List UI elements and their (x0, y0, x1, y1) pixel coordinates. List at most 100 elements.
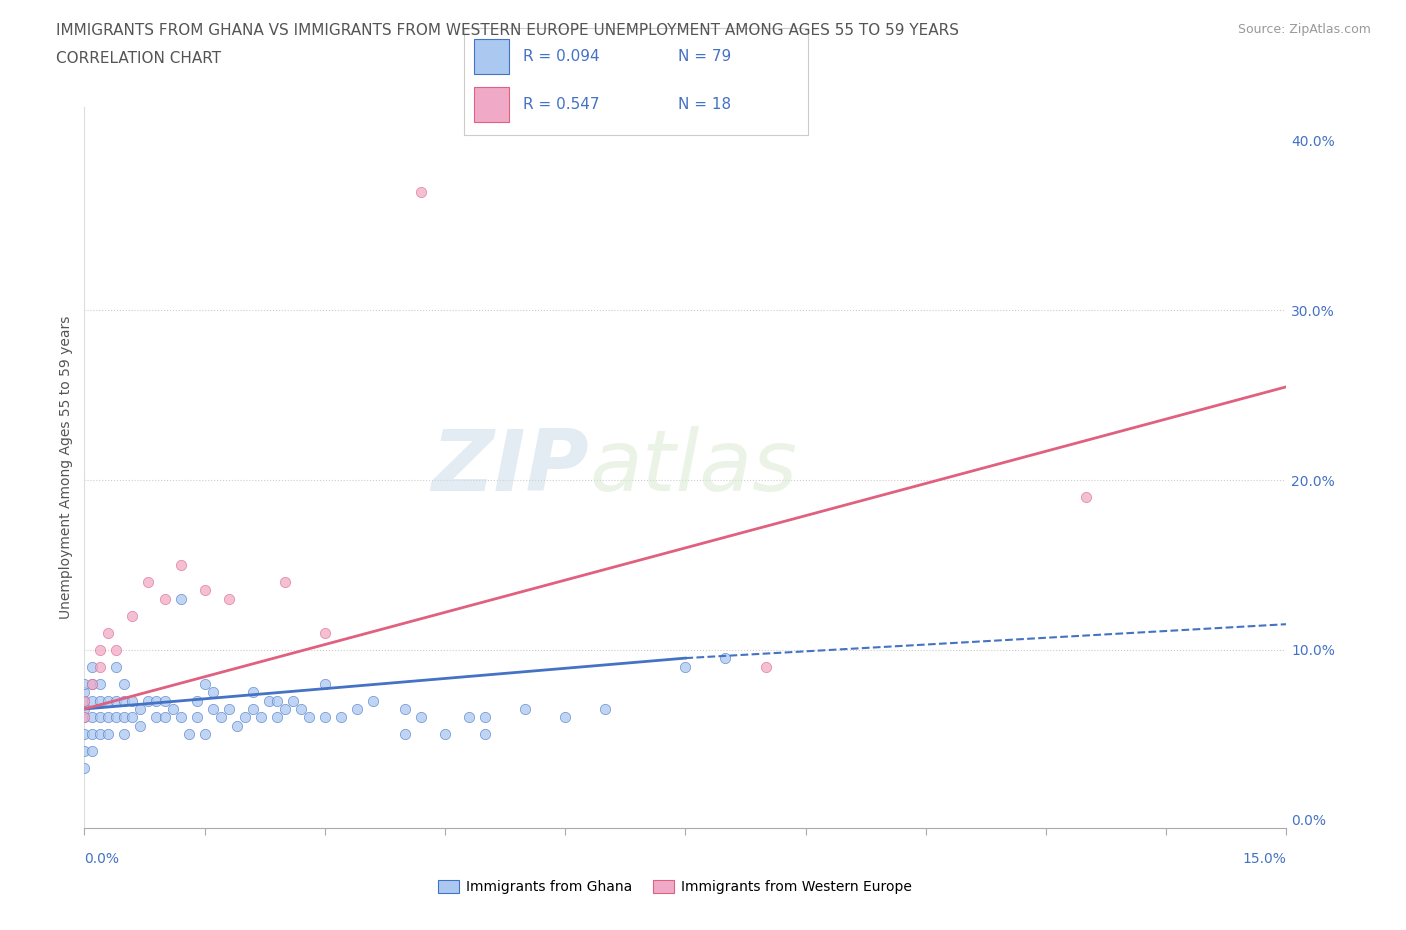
Point (97, 625, 120, 640)
Point (82, 676, 104, 691)
Text: 15.0%: 15.0% (1243, 852, 1286, 866)
Point (153, 710, 176, 724)
Point (105, 693, 128, 708)
Text: Source: ZipAtlas.com: Source: ZipAtlas.com (1237, 23, 1371, 36)
Point (675, 659, 697, 674)
Point (73, 744, 96, 759)
Point (409, 184, 432, 199)
Point (89, 676, 111, 691)
Point (434, 727, 457, 742)
Point (290, 701, 312, 716)
Point (218, 591, 240, 606)
Bar (474, 39, 509, 73)
Point (201, 684, 224, 699)
Point (361, 693, 384, 708)
Point (177, 727, 200, 742)
Point (554, 710, 576, 724)
Point (82, 727, 104, 742)
Point (201, 701, 224, 716)
Point (314, 710, 336, 724)
Point (346, 701, 368, 716)
Point (82, 693, 104, 708)
Point (1076, 489, 1098, 504)
Text: ZIP: ZIP (432, 426, 589, 509)
Point (73, 701, 96, 716)
Point (105, 643, 128, 658)
Point (73, 684, 96, 699)
Point (194, 676, 217, 691)
Point (145, 710, 167, 724)
Point (162, 701, 184, 716)
Point (233, 710, 256, 724)
Point (73, 693, 96, 708)
Point (129, 701, 152, 716)
Point (714, 651, 737, 666)
Point (82, 676, 104, 691)
Point (145, 693, 167, 708)
Point (97, 727, 120, 742)
Point (82, 710, 104, 724)
Point (73, 676, 96, 691)
Point (121, 693, 143, 708)
Point (169, 591, 191, 606)
Point (97, 710, 120, 724)
Point (314, 625, 336, 640)
Text: IMMIGRANTS FROM GHANA VS IMMIGRANTS FROM WESTERN EUROPE UNEMPLOYMENT AMONG AGES : IMMIGRANTS FROM GHANA VS IMMIGRANTS FROM… (56, 23, 959, 38)
Point (153, 591, 176, 606)
Point (121, 710, 143, 724)
Point (114, 710, 135, 724)
Point (242, 684, 264, 699)
Point (474, 727, 496, 742)
Point (82, 744, 104, 759)
Point (394, 727, 416, 742)
Text: N = 18: N = 18 (678, 98, 731, 113)
Point (186, 710, 208, 724)
Point (274, 575, 297, 590)
Point (82, 659, 104, 674)
Point (89, 693, 111, 708)
Point (474, 710, 496, 724)
Point (105, 710, 128, 724)
Point (114, 727, 135, 742)
Point (169, 557, 191, 572)
Legend: Immigrants from Ghana, Immigrants from Western Europe: Immigrants from Ghana, Immigrants from W… (433, 875, 917, 900)
Point (266, 710, 288, 724)
Y-axis label: Unemployment Among Ages 55 to 59 years: Unemployment Among Ages 55 to 59 years (59, 315, 73, 619)
Point (281, 693, 304, 708)
Point (89, 727, 111, 742)
Point (458, 710, 481, 724)
Text: atlas: atlas (589, 426, 797, 509)
Point (169, 710, 191, 724)
Point (73, 693, 96, 708)
Point (89, 710, 111, 724)
Point (121, 608, 143, 623)
Point (73, 710, 96, 724)
Point (595, 701, 617, 716)
Text: CORRELATION CHART: CORRELATION CHART (56, 51, 221, 66)
Point (97, 693, 120, 708)
Text: R = 0.547: R = 0.547 (523, 98, 599, 113)
Point (242, 701, 264, 716)
Point (194, 727, 217, 742)
Point (409, 710, 432, 724)
Point (218, 701, 240, 716)
Point (394, 701, 416, 716)
Point (186, 693, 208, 708)
Point (225, 719, 247, 734)
Point (105, 659, 128, 674)
Point (114, 693, 135, 708)
Point (153, 693, 176, 708)
Point (138, 693, 160, 708)
Point (329, 710, 352, 724)
Point (314, 676, 336, 691)
Text: 0.0%: 0.0% (84, 852, 120, 866)
Point (249, 710, 271, 724)
Text: N = 79: N = 79 (678, 48, 731, 64)
Point (89, 659, 111, 674)
Point (129, 719, 152, 734)
Point (73, 710, 96, 724)
Point (194, 583, 217, 598)
Point (114, 676, 135, 691)
Text: R = 0.094: R = 0.094 (523, 48, 599, 64)
Point (89, 643, 111, 658)
